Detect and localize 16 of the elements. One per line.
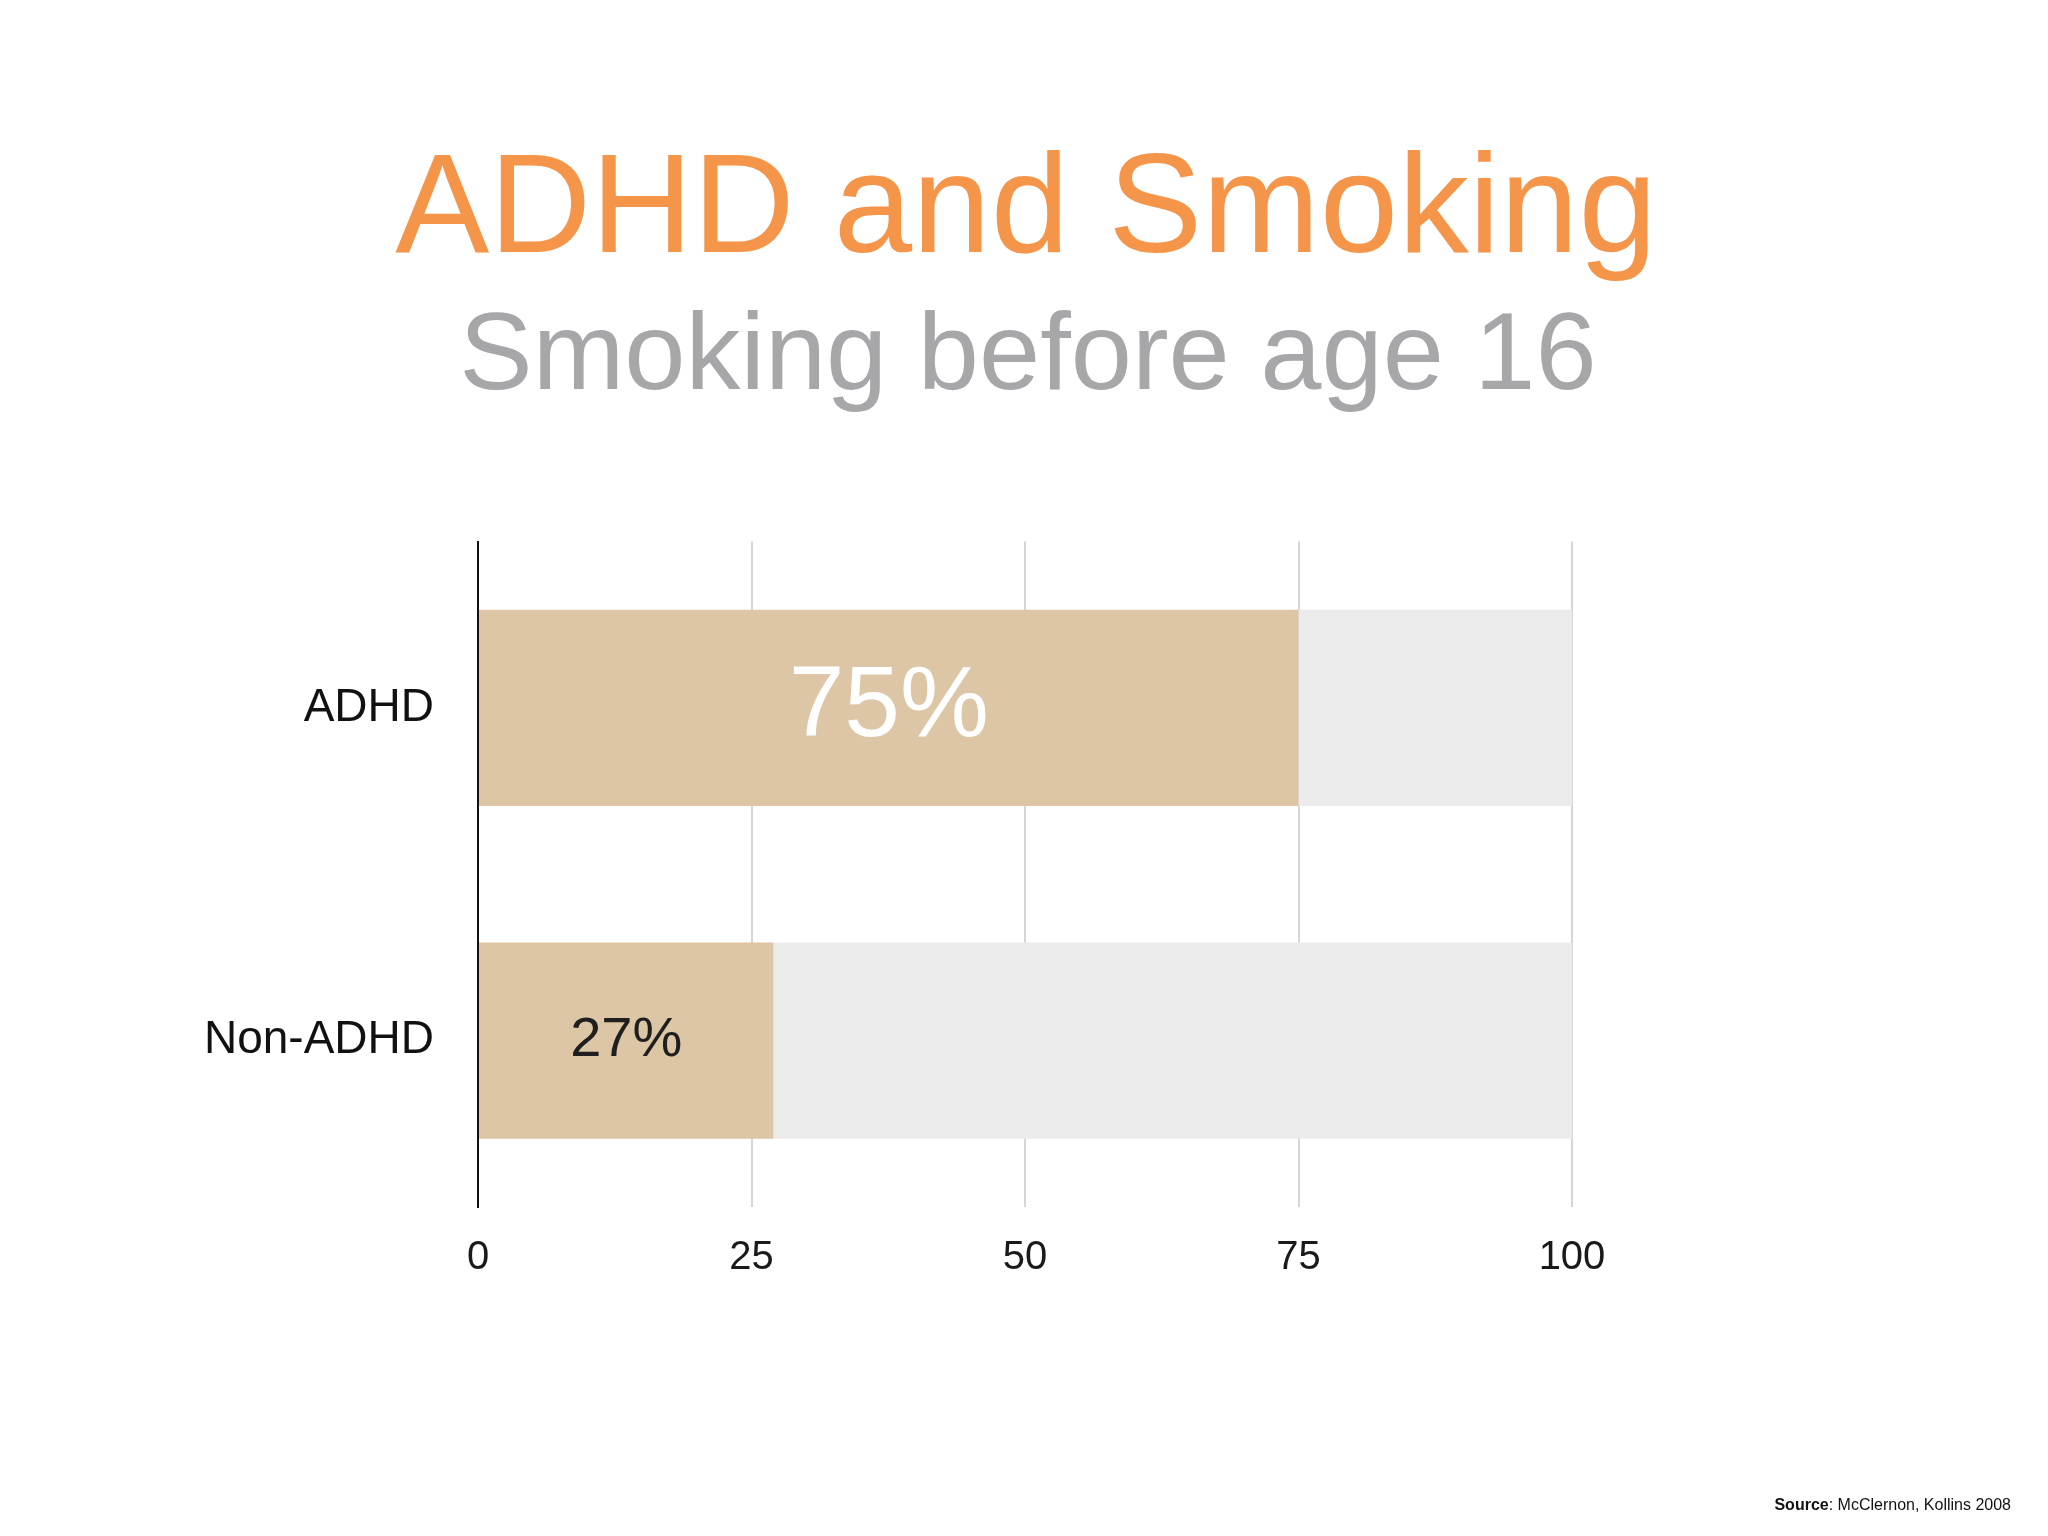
x-tick-label: 100 (1538, 1233, 1606, 1278)
y-tick-label: Non-ADHD (203, 1011, 434, 1064)
bar (773, 942, 1572, 1139)
x-tick-label: 0 (466, 1233, 490, 1278)
bar (1298, 609, 1572, 807)
bar (479, 942, 774, 1139)
data-label: 75% (788, 644, 989, 757)
x-tick-label: 50 (1002, 1233, 1048, 1278)
x-tick-label: 75 (1276, 1233, 1321, 1278)
data-label: 27% (570, 1005, 683, 1069)
bar (479, 609, 1299, 807)
chart-title: ADHD and Smoking (394, 124, 1658, 282)
source-note: Source: McClernon, Kollins 2008 (1774, 1495, 2011, 1513)
x-tick-label: 25 (729, 1233, 774, 1278)
chart-subtitle: Smoking before age 16 (458, 289, 1598, 412)
y-tick-label: ADHD (303, 678, 434, 731)
